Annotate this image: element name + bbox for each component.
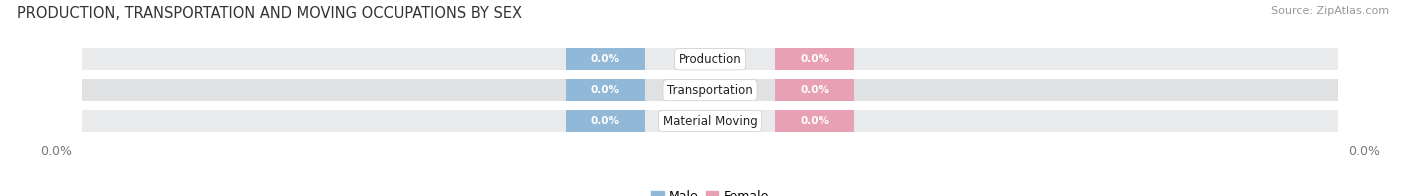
Text: 0.0%: 0.0% xyxy=(591,116,620,126)
Text: Transportation: Transportation xyxy=(668,84,752,97)
Bar xyxy=(83,110,1337,132)
Text: Production: Production xyxy=(679,53,741,66)
Legend: Male, Female: Male, Female xyxy=(647,185,773,196)
Bar xyxy=(83,79,1337,101)
Bar xyxy=(567,48,644,70)
Bar xyxy=(776,48,853,70)
Text: 0.0%: 0.0% xyxy=(591,54,620,64)
Text: PRODUCTION, TRANSPORTATION AND MOVING OCCUPATIONS BY SEX: PRODUCTION, TRANSPORTATION AND MOVING OC… xyxy=(17,6,522,21)
Bar xyxy=(776,79,853,101)
Bar xyxy=(567,110,644,132)
Text: 0.0%: 0.0% xyxy=(800,54,830,64)
Text: Source: ZipAtlas.com: Source: ZipAtlas.com xyxy=(1271,6,1389,16)
Text: 0.0%: 0.0% xyxy=(800,116,830,126)
Text: Material Moving: Material Moving xyxy=(662,114,758,128)
Bar xyxy=(83,48,1337,70)
Bar xyxy=(567,79,644,101)
Text: 0.0%: 0.0% xyxy=(800,85,830,95)
Bar xyxy=(776,110,853,132)
Text: 0.0%: 0.0% xyxy=(591,85,620,95)
